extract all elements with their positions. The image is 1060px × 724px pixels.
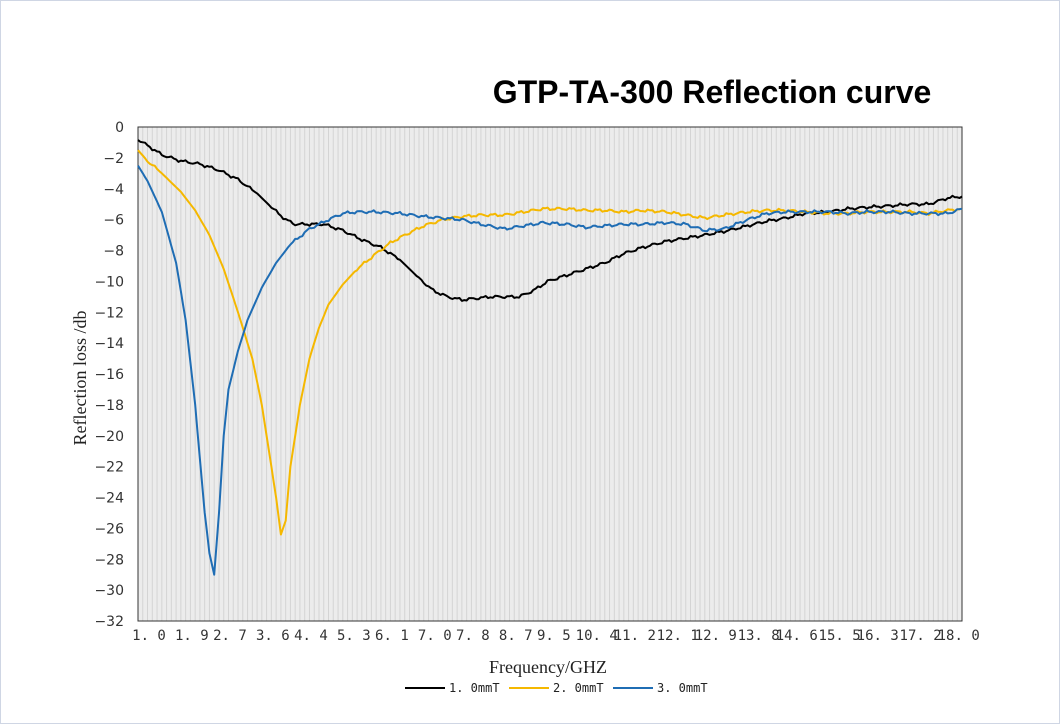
chart-title: GTP-TA-300 Reflection curve — [493, 74, 932, 110]
x-tick-label: 15. 5 — [819, 628, 861, 644]
y-tick-label: −12 — [94, 305, 124, 321]
y-tick-label: −20 — [94, 429, 124, 445]
legend-label-2: 2. 0mmT — [553, 681, 604, 695]
x-tick-label: 16. 3 — [857, 628, 899, 644]
y-tick-label: −22 — [94, 460, 124, 476]
x-tick-label: 1. 0 — [132, 628, 166, 644]
plot-border — [137, 126, 963, 622]
x-tick-label: 8. 7 — [499, 628, 533, 644]
legend-label-3: 3. 0mmT — [657, 681, 708, 695]
x-tick-label: 18. 0 — [938, 628, 980, 644]
x-tick-label: 10. 4 — [576, 628, 618, 644]
y-tick-label: −24 — [94, 491, 124, 507]
y-tick-label: −30 — [94, 583, 124, 599]
x-tick-label: 13. 8 — [738, 628, 780, 644]
x-tick-label: 17. 2 — [900, 628, 942, 644]
series-line-2 — [137, 149, 963, 536]
y-tick-label: −16 — [94, 367, 124, 383]
x-tick-label: 12. 9 — [695, 628, 737, 644]
y-tick-label: −26 — [94, 521, 124, 537]
y-tick-label: 0 — [115, 120, 124, 136]
y-tick-label: −6 — [103, 213, 124, 229]
legend: 1. 0mmT 2. 0mmT 3. 0mmT — [405, 681, 708, 695]
y-tick-label: −14 — [94, 336, 124, 352]
y-tick-label: −8 — [103, 244, 124, 260]
x-tick-label: 11. 2 — [614, 628, 656, 644]
y-tick-label: −2 — [103, 151, 124, 167]
legend-label-1: 1. 0mmT — [449, 681, 500, 695]
x-tick-label: 2. 7 — [213, 628, 247, 644]
x-tick-label: 1. 9 — [175, 628, 209, 644]
x-tick-label: 6. 1 — [375, 628, 409, 644]
series-line-3 — [137, 165, 963, 576]
y-tick-label: −4 — [103, 182, 124, 198]
y-tick-label: −32 — [94, 614, 124, 630]
x-tick-label: 7. 8 — [456, 628, 490, 644]
vertical-grid — [137, 126, 963, 622]
x-tick-label: 9. 5 — [537, 628, 571, 644]
x-tick-label: 7. 0 — [418, 628, 452, 644]
y-tick-label: −10 — [94, 274, 124, 290]
x-tick-label: 12. 1 — [657, 628, 699, 644]
x-tick-label: 5. 3 — [337, 628, 371, 644]
x-tick-label: 14. 6 — [776, 628, 818, 644]
y-tick-label: −18 — [94, 398, 124, 414]
x-tick-label: 3. 6 — [256, 628, 290, 644]
x-axis-label: Frequency/GHZ — [489, 657, 607, 677]
y-axis-label: Reflection loss /db — [70, 311, 90, 446]
x-axis-ticks: 1. 0 1. 9 2. 7 3. 6 4. 4 5. 3 6. 1 7. 0 7. 8 8. 7… — [132, 628, 980, 644]
y-tick-label: −28 — [94, 552, 124, 568]
x-tick-label: 4. 4 — [294, 628, 328, 644]
series-layer — [137, 139, 963, 576]
y-axis-ticks: 0 −2 −4 −6 −8 −10 −12 −14 −16 −18 −20 −22 −24 −26 −28 −… — [94, 120, 124, 630]
